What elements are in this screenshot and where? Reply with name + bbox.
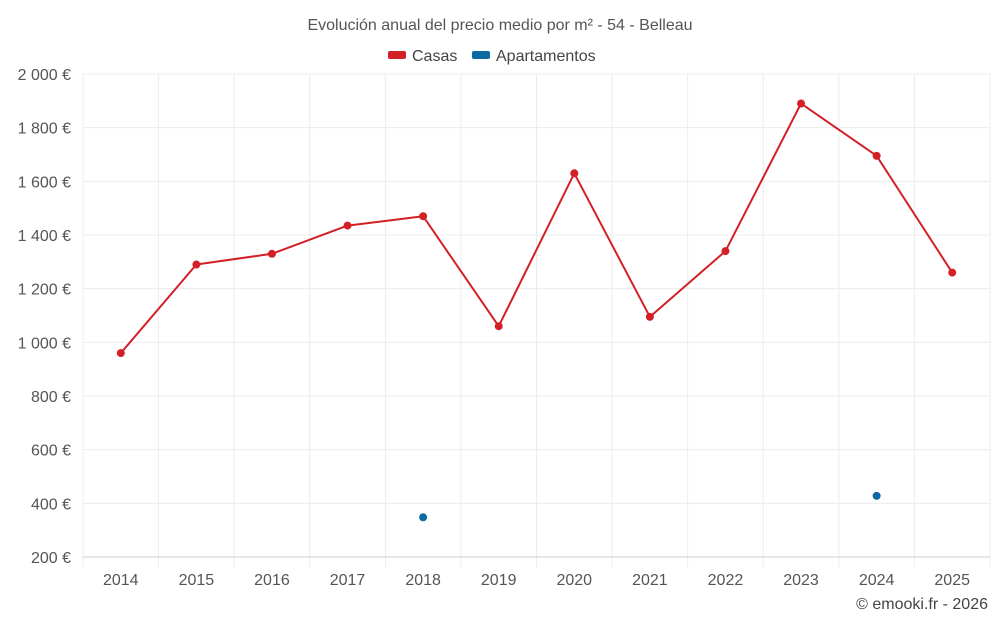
series-line-casas <box>120 102 954 354</box>
legend-swatch-apartamentos <box>472 51 490 59</box>
data-point-casas[interactable] <box>872 151 881 160</box>
data-point-casas[interactable] <box>570 169 579 178</box>
x-tick-label: 2025 <box>934 572 970 589</box>
data-point-apartamentos[interactable] <box>872 491 881 500</box>
x-tick-label: 2016 <box>254 572 290 589</box>
x-tick-label: 2024 <box>859 572 895 589</box>
x-tick-label: 2017 <box>330 572 366 589</box>
legend-item-apartamentos[interactable]: Apartamentos <box>472 48 596 65</box>
x-tick-label: 2014 <box>103 572 139 589</box>
legend-item-casas[interactable]: Casas <box>388 48 457 65</box>
series-casas <box>116 99 957 358</box>
data-point-apartamentos[interactable] <box>419 513 428 522</box>
series-apartamentos <box>419 491 881 522</box>
y-tick-label: 1 400 € <box>18 228 71 245</box>
x-tick-label: 2021 <box>632 572 668 589</box>
y-tick-label: 1 200 € <box>18 282 71 299</box>
x-tick-label: 2018 <box>405 572 441 589</box>
series-layer <box>116 99 957 522</box>
x-tick-label: 2015 <box>179 572 215 589</box>
data-point-casas[interactable] <box>948 268 957 277</box>
data-point-casas[interactable] <box>797 99 806 108</box>
y-tick-label: 200 € <box>31 550 71 567</box>
data-point-casas[interactable] <box>267 249 276 258</box>
x-tick-label: 2022 <box>708 572 744 589</box>
data-point-casas[interactable] <box>192 260 201 269</box>
data-point-casas[interactable] <box>419 212 428 221</box>
data-point-casas[interactable] <box>494 322 503 331</box>
y-tick-label: 1 800 € <box>18 121 71 138</box>
y-tick-label: 2 000 € <box>18 67 71 84</box>
x-tick-label: 2020 <box>556 572 592 589</box>
x-tick-label: 2023 <box>783 572 819 589</box>
legend-label-apartamentos: Apartamentos <box>496 48 596 65</box>
y-axis-labels: 200 € 400 € 600 € 800 € 1 000 € 1 200 € 1 400 … <box>18 67 71 567</box>
data-point-casas[interactable] <box>116 349 125 358</box>
legend-label-casas: Casas <box>412 48 457 65</box>
legend-swatch-casas <box>388 51 406 59</box>
x-axis-labels: 2014 2015 2016 2017 2018 2019 2020 2021 2022 2023… <box>103 572 970 589</box>
y-tick-label: 400 € <box>31 496 71 513</box>
y-tick-label: 1 600 € <box>18 174 71 191</box>
x-tick-label: 2019 <box>481 572 517 589</box>
y-tick-label: 800 € <box>31 389 71 406</box>
credit-text: © emooki.fr - 2026 <box>856 596 988 613</box>
data-point-casas[interactable] <box>343 221 352 230</box>
legend: Casas Apartamentos <box>388 48 596 65</box>
data-point-casas[interactable] <box>645 312 654 321</box>
y-tick-label: 600 € <box>31 443 71 460</box>
y-tick-label: 1 000 € <box>18 335 71 352</box>
chart-title: Evolución anual del precio medio por m² … <box>307 17 692 34</box>
data-point-casas[interactable] <box>721 247 730 256</box>
x-gridlines <box>82 74 991 567</box>
